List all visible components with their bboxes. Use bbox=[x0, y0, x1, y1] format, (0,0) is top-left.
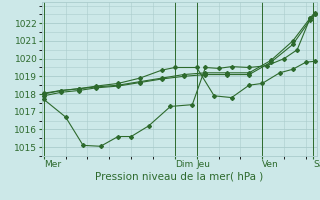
X-axis label: Pression niveau de la mer( hPa ): Pression niveau de la mer( hPa ) bbox=[95, 172, 263, 182]
